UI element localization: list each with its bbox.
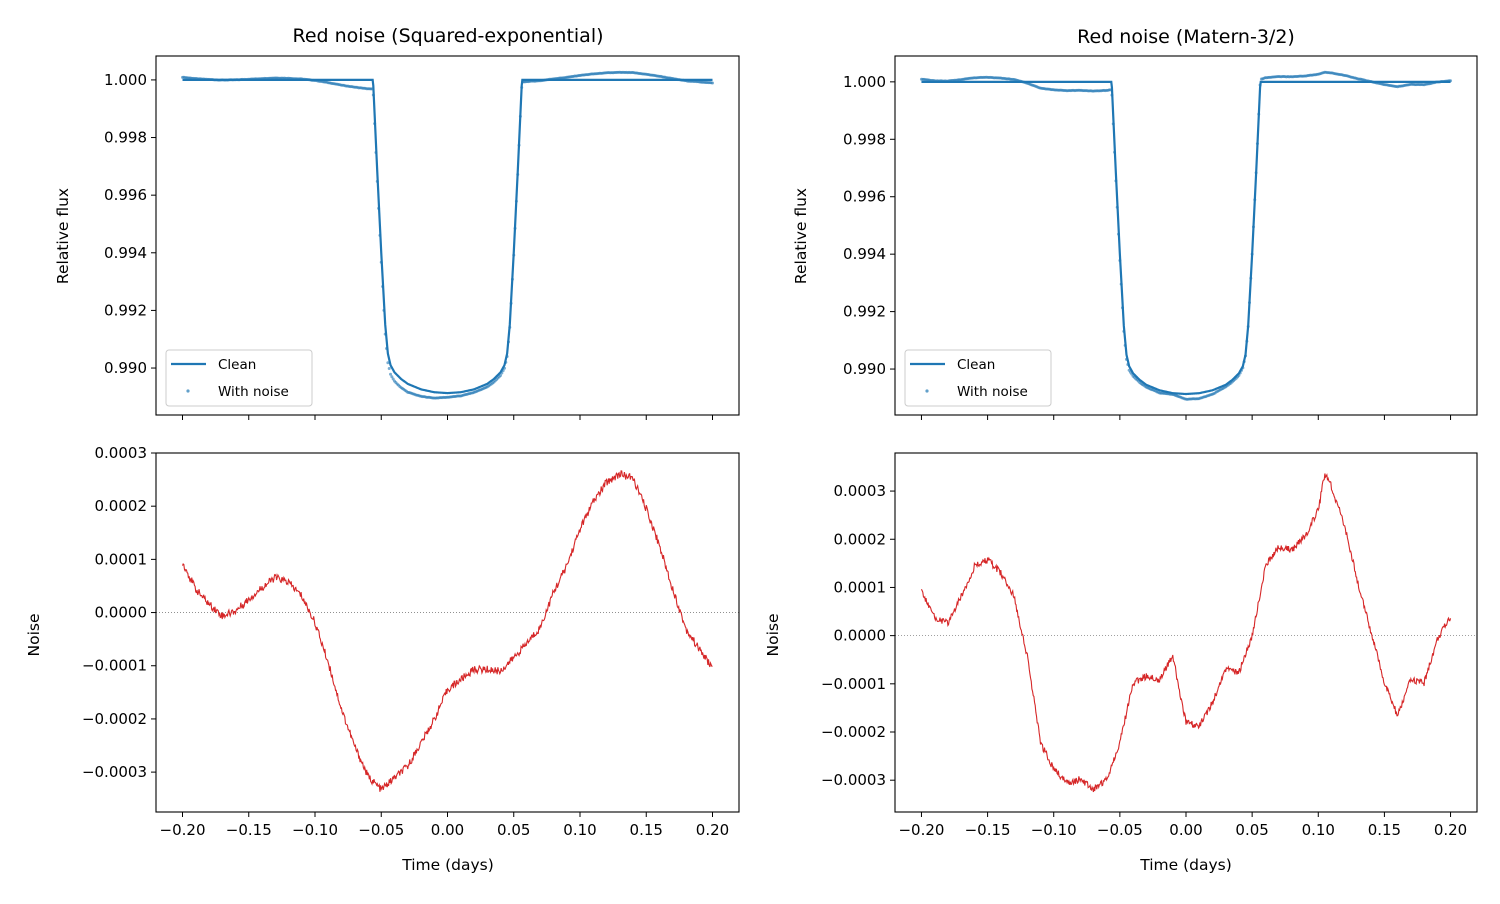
axes-flux-squared-exponential: Clean With noise 0.990 0.992 0.994 0.996 0.998… [104,55,740,420]
series-noise-line [920,473,1452,793]
axes-flux-matern: Clean With noise 0.990 0.992 0.994 0.996 0.998… [843,55,1478,420]
y-tick-label: 0.996 [104,186,147,204]
legend-noise-swatch [186,389,190,393]
y-tick-label: 0.0001 [834,578,887,596]
x-tick-label: −0.05 [358,821,404,839]
y-tick-label: −0.0003 [82,763,147,781]
legend-clean-label: Clean [957,357,995,373]
legend-noise-swatch [925,389,929,393]
legend-noise-label: With noise [957,384,1028,400]
y-tick-label: 0.0001 [95,550,148,568]
x-tick-label: −0.20 [898,821,944,839]
y-tick-label: 0.0002 [95,497,148,515]
y-tick-label: 1.000 [843,73,886,91]
x-tick-label: 0.20 [1434,821,1467,839]
noise-point [389,372,393,376]
y-tick-label: 1.000 [104,71,147,89]
xlabel-right: Time (days) [1139,856,1232,874]
noise-point [390,375,394,379]
y-tick-label: −0.0003 [821,771,886,789]
ylabel-flux-left: Relative flux [54,188,72,284]
ylabel-noise-right: Noise [764,614,782,657]
x-tick-label: −0.20 [160,821,206,839]
x-tick-label: 0.10 [1302,821,1335,839]
y-tick-label: −0.0001 [821,675,886,693]
legend-clean-label: Clean [218,357,256,373]
y-tick-label: 0.0000 [834,627,887,645]
y-tick-label: 0.990 [104,359,147,377]
x-tick-label: −0.05 [1097,821,1143,839]
x-tick-label: 0.15 [630,821,663,839]
x-tick-label: 0.20 [696,821,729,839]
legend-noise-label: With noise [218,384,289,400]
xlabel-left: Time (days) [401,856,494,874]
plot-area [181,70,714,400]
ylabel-noise-left: Noise [25,614,43,657]
x-tick-label: 0.10 [563,821,596,839]
x-tick-label: −0.10 [1031,821,1077,839]
noise-point [387,366,391,370]
y-tick-label: −0.0001 [82,657,147,675]
noise-point [386,361,390,365]
series-noise-line [181,470,713,792]
plot-area [895,473,1477,793]
noise-point [499,373,502,377]
y-tick-label: −0.0002 [821,723,886,741]
x-tick-label: −0.10 [292,821,338,839]
y-tick-label: 0.998 [843,130,886,148]
noise-point [391,377,395,381]
noise-point [711,81,714,85]
y-tick-label: 0.0002 [834,530,887,548]
legend: Clean With noise [904,349,1052,407]
y-tick-label: 0.994 [104,244,147,262]
ylabel-flux-right: Relative flux [792,188,810,284]
plot-area [156,470,739,792]
x-tick-label: −0.15 [965,821,1011,839]
axes-noise-squared-exponential: −0.20 −0.15 −0.10 −0.05 0.00 0.05 0.10 0.15 0.20… [82,444,740,839]
y-tick-label: 0.992 [104,301,147,319]
x-tick-label: 0.05 [1235,821,1268,839]
plot-area [919,70,1453,401]
x-tick-label: 0.05 [497,821,530,839]
y-tick-label: 0.996 [843,188,886,206]
legend: Clean With noise [165,349,313,407]
series-clean-line [182,78,713,395]
x-tick-label: 0.00 [1169,821,1202,839]
axes-noise-matern: −0.20 −0.15 −0.10 −0.05 0.00 0.05 0.10 0.15 0.20… [821,452,1478,839]
x-tick-label: −0.15 [226,821,272,839]
y-tick-label: 0.994 [843,245,886,263]
y-tick-label: 0.990 [843,360,886,378]
title-left: Red noise (Squared-exponential) [292,25,603,47]
y-tick-label: 0.998 [104,129,147,147]
x-tick-label: 0.15 [1368,821,1401,839]
y-tick-label: 0.0003 [95,444,148,462]
series-clean-line [921,80,1451,396]
y-tick-label: 0.0000 [95,604,148,622]
y-tick-label: 0.992 [843,303,886,321]
title-right: Red noise (Matern-3/2) [1077,26,1295,48]
y-tick-label: −0.0002 [82,710,147,728]
y-tick-label: 0.0003 [834,482,887,500]
x-tick-label: 0.00 [431,821,464,839]
